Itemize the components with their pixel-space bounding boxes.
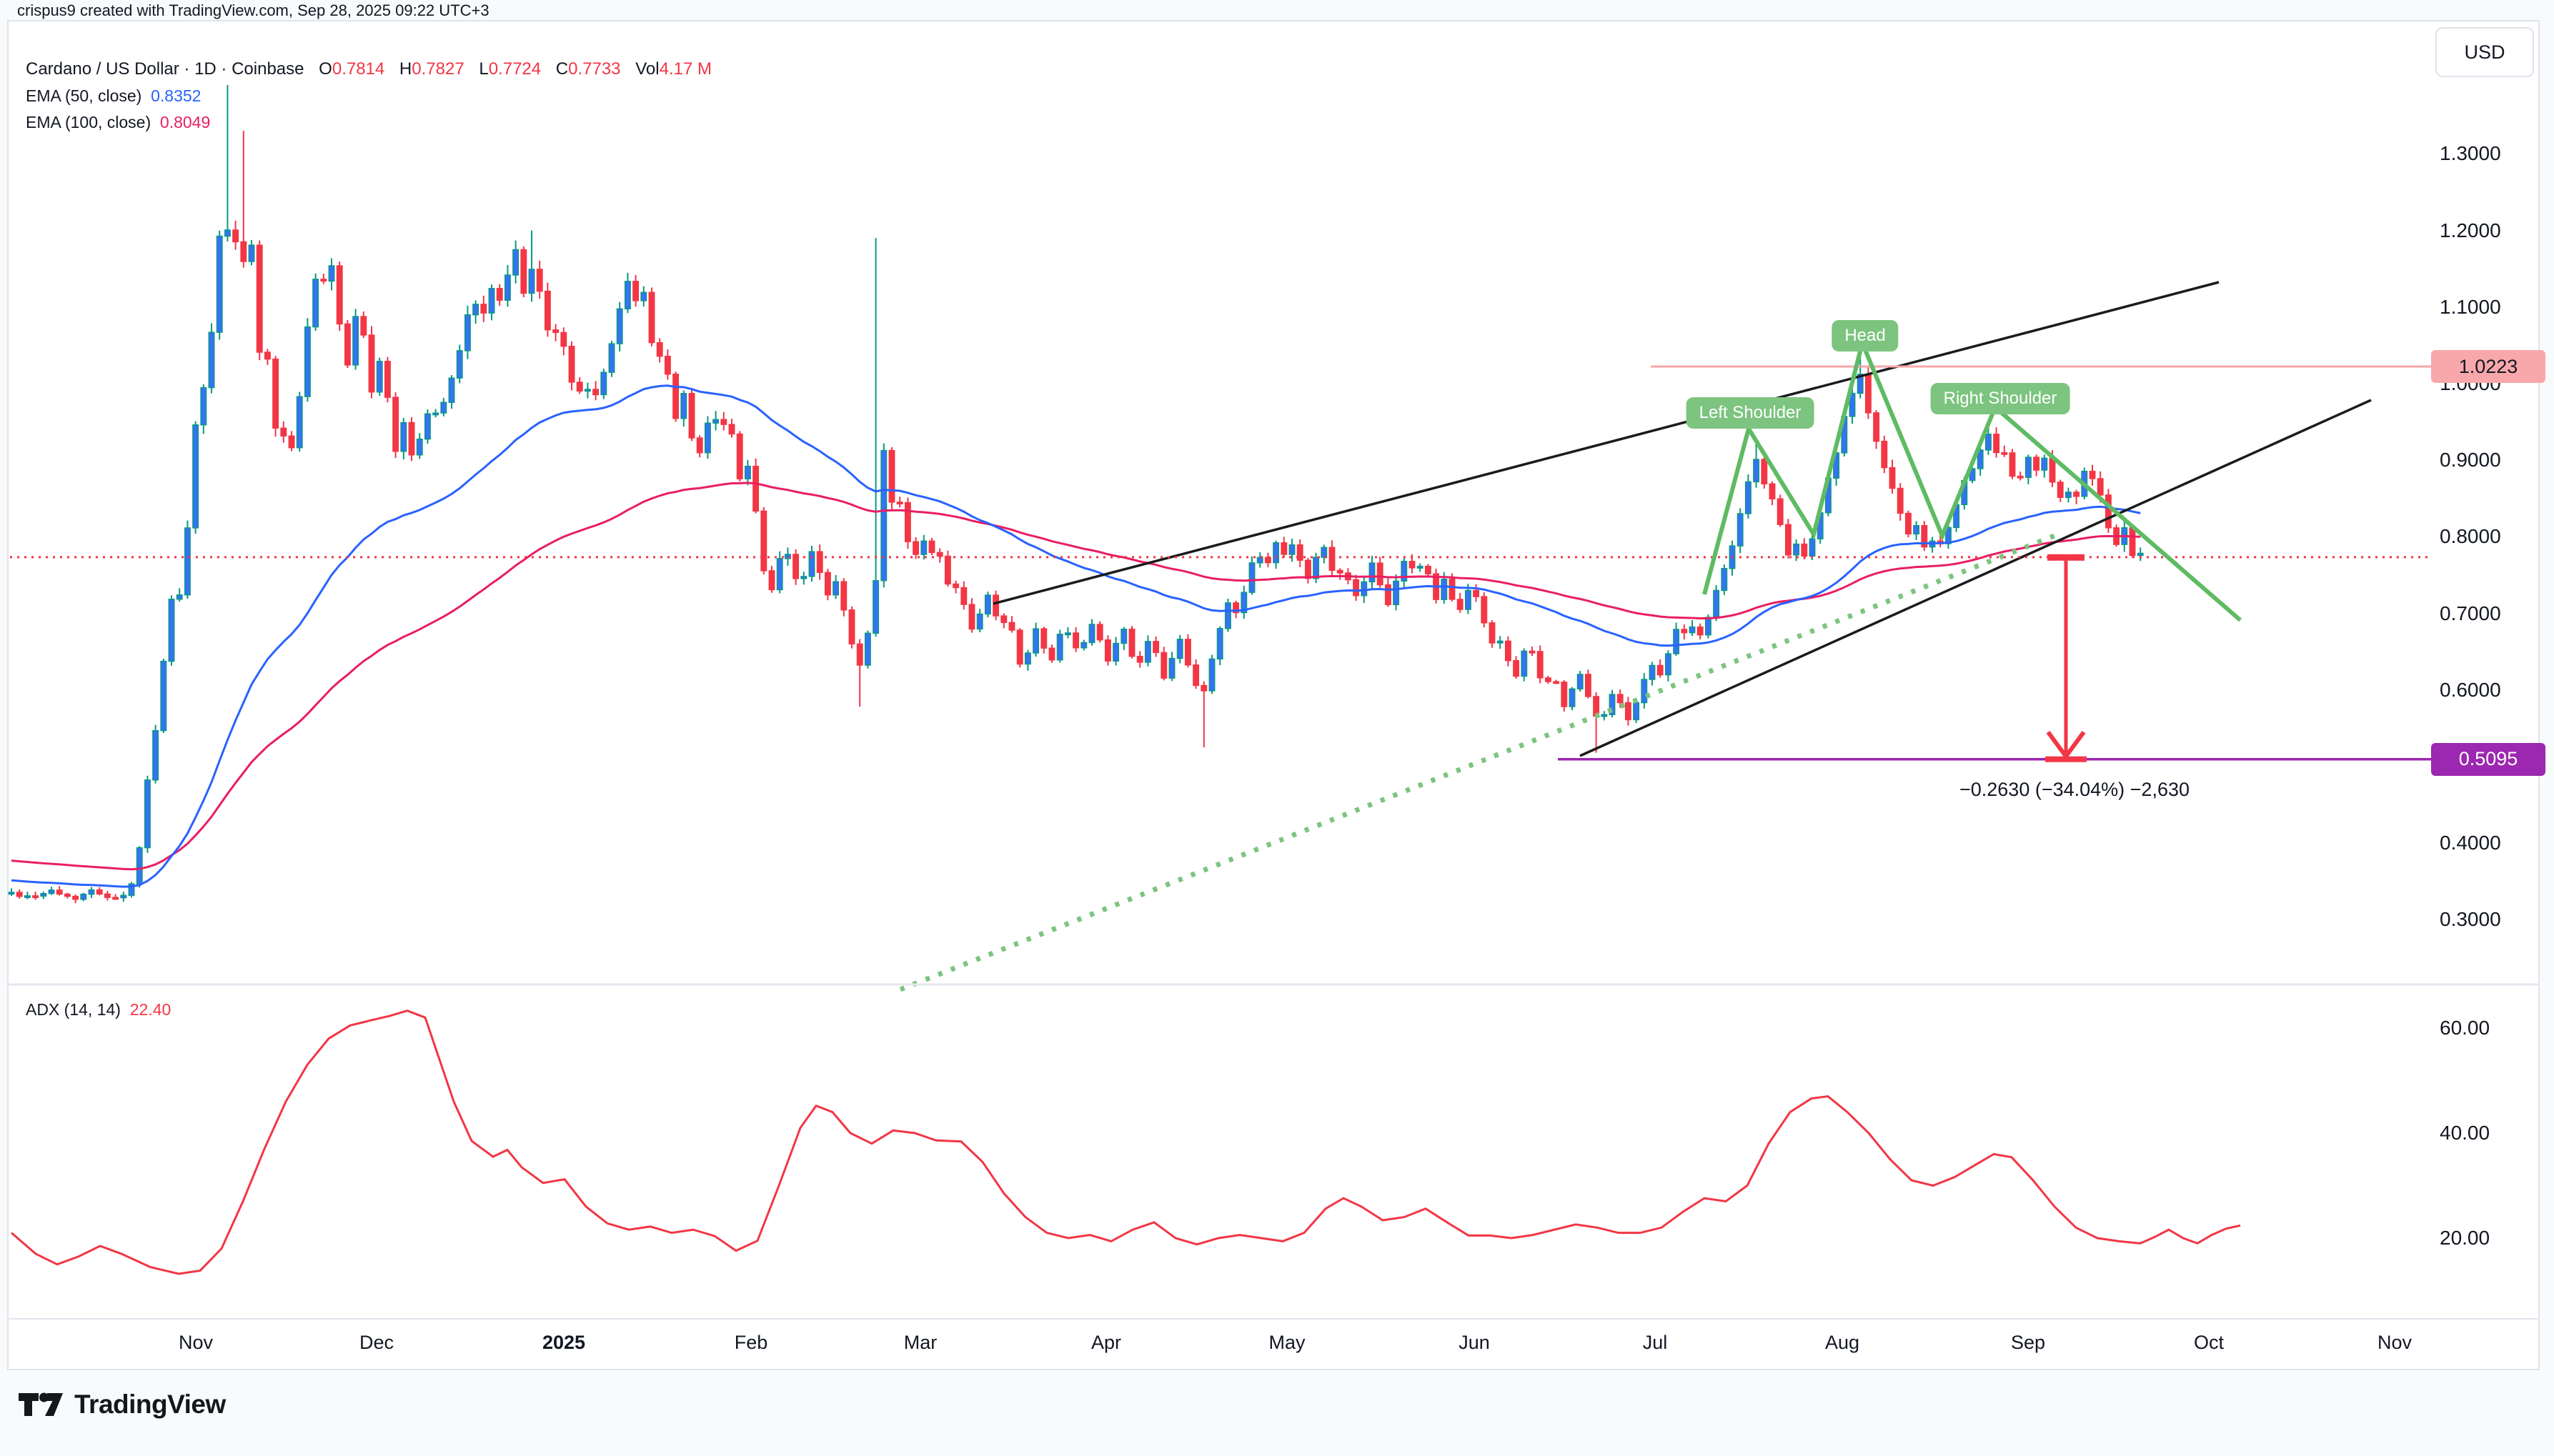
time-axis-label[interactable]: Feb [734, 1332, 768, 1353]
ema100-legend[interactable]: EMA (100, close) 0.8049 [26, 113, 210, 132]
ema100-value: 0.8049 [159, 113, 211, 131]
adx-legend[interactable]: ADX (14, 14) 22.40 [26, 1000, 171, 1019]
volume-label: Vol [635, 59, 660, 79]
adx-label: ADX (14, 14) [26, 1000, 121, 1019]
attribution-text: crispus9 created with TradingView.com, S… [17, 1, 490, 19]
ema50-label: EMA (50, close) [26, 86, 142, 105]
ohlc-high-label: H [399, 59, 412, 79]
ohlc-open-value: 0.7814 [332, 59, 385, 79]
time-axis-label[interactable]: Oct [2193, 1332, 2225, 1353]
ohlc-low-value: 0.7724 [488, 59, 542, 79]
ema50-legend[interactable]: EMA (50, close) 0.8352 [26, 86, 201, 106]
time-axis-label[interactable]: Apr [1090, 1332, 1122, 1353]
time-axis-label[interactable]: Mar [903, 1332, 938, 1353]
ema100-label: EMA (100, close) [26, 113, 151, 131]
price-axis-tick: 1.3000 [2440, 142, 2501, 165]
time-axis-label[interactable]: Sep [2010, 1332, 2046, 1353]
symbol-legend[interactable]: Cardano / US Dollar · 1D · Coinbase O0.7… [26, 59, 712, 79]
adx-axis-tick: 40.00 [2440, 1122, 2490, 1144]
tradingview-logo-icon [19, 1392, 63, 1416]
ema50-value: 0.8352 [151, 86, 202, 105]
chart-panel[interactable] [7, 20, 2540, 1370]
price-axis-tick: 0.6000 [2440, 678, 2501, 701]
time-axis-label[interactable]: 2025 [542, 1332, 586, 1353]
ohlc-close-label: C [555, 59, 569, 79]
ohlc-close-value: 0.7733 [568, 59, 621, 79]
volume-value: 4.17 M [659, 59, 712, 79]
price-axis-badge: 0.5095 [2431, 742, 2545, 776]
adx-axis-tick: 60.00 [2440, 1017, 2490, 1039]
price-axis-tick: 1.2000 [2440, 219, 2501, 241]
ohlc-high-value: 0.7827 [412, 59, 464, 79]
time-axis-label[interactable]: Dec [359, 1332, 394, 1353]
time-axis-label[interactable]: Aug [1824, 1332, 1860, 1353]
price-axis-tick: 0.8000 [2440, 525, 2501, 548]
symbol-title: Cardano / US Dollar · 1D · Coinbase [26, 59, 304, 79]
ohlc-low-label: L [479, 59, 489, 79]
tradingview-logo-text: TradingView [74, 1390, 226, 1419]
currency-badge[interactable]: USD [2435, 27, 2534, 77]
left-shoulder-badge[interactable]: Left Shoulder [1686, 397, 1814, 429]
head-badge[interactable]: Head [1832, 320, 1899, 351]
right-shoulder-badge[interactable]: Right Shoulder [1930, 383, 2070, 414]
time-axis-label[interactable]: Jul [1642, 1332, 1668, 1353]
time-axis-label[interactable]: Jun [1459, 1332, 1490, 1353]
price-axis-tick: 1.1000 [2440, 295, 2501, 318]
time-axis-label[interactable]: Nov [2377, 1332, 2413, 1353]
price-axis-tick: 0.9000 [2440, 449, 2501, 472]
price-axis-tick: 0.4000 [2440, 832, 2501, 854]
price-axis-badge: 1.0223 [2431, 350, 2545, 383]
tradingview-logo[interactable]: TradingView [17, 1389, 226, 1420]
adx-axis-tick: 20.00 [2440, 1227, 2490, 1249]
price-axis-tick: 0.7000 [2440, 602, 2501, 624]
price-axis-tick: 0.3000 [2440, 908, 2501, 931]
adx-value: 22.40 [129, 1000, 172, 1019]
time-axis-label[interactable]: Nov [178, 1332, 214, 1353]
ohlc-open-label: O [319, 59, 332, 79]
measure-label: −0.2630 (−34.04%) −2,630 [1959, 779, 2190, 800]
time-axis-label[interactable]: May [1268, 1332, 1306, 1353]
